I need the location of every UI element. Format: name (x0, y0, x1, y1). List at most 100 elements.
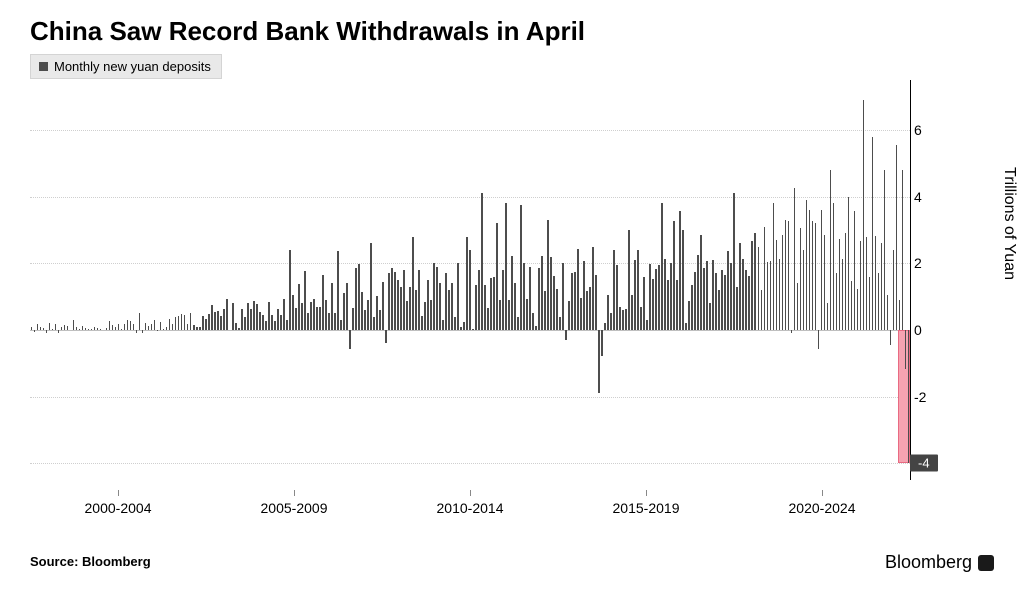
bar (661, 203, 663, 330)
x-tick-label: 2015-2019 (613, 500, 680, 516)
bar (595, 275, 597, 330)
bar (217, 311, 219, 330)
bar (890, 330, 892, 345)
bar (761, 290, 763, 330)
bar (139, 313, 141, 330)
bar (307, 313, 309, 330)
bar (457, 263, 459, 330)
bar (160, 322, 162, 330)
bar (872, 137, 874, 330)
bar (112, 325, 114, 330)
brand-attribution: Bloomberg (885, 552, 994, 573)
bar (277, 309, 279, 330)
bar (797, 283, 799, 330)
bar (568, 301, 570, 330)
bar (211, 305, 213, 330)
bar (46, 330, 48, 333)
bar (313, 299, 315, 330)
bar (208, 314, 210, 330)
bar (833, 203, 835, 330)
bar (562, 263, 564, 330)
bar (250, 309, 252, 330)
gridline (30, 130, 910, 131)
bar (361, 292, 363, 330)
bar (355, 268, 357, 330)
bar (764, 227, 766, 330)
bar (169, 319, 171, 330)
bar (803, 250, 805, 330)
bar (745, 270, 747, 330)
bar (508, 300, 510, 330)
bar (292, 295, 294, 330)
bar (100, 329, 102, 330)
bar (82, 326, 84, 330)
bar (496, 223, 498, 330)
bar (418, 270, 420, 330)
bar (343, 293, 345, 330)
bar (580, 298, 582, 330)
bar (484, 285, 486, 330)
bar (712, 260, 714, 330)
bar (94, 327, 96, 330)
bar (688, 301, 690, 330)
bar (899, 300, 901, 330)
bar (232, 303, 234, 330)
bar (505, 203, 507, 330)
bar (863, 100, 865, 330)
bar (88, 329, 90, 330)
bar (499, 300, 501, 330)
x-tick-mark (294, 490, 295, 496)
bar (379, 310, 381, 330)
bar (613, 250, 615, 330)
bar (148, 326, 150, 330)
bar (340, 320, 342, 330)
bar (791, 330, 793, 333)
bar (316, 307, 318, 330)
brand-badge-icon (978, 555, 994, 571)
bar (577, 249, 579, 330)
bar (733, 193, 735, 330)
bar (433, 263, 435, 330)
bar (848, 197, 850, 330)
bar (881, 243, 883, 330)
bar (727, 251, 729, 330)
bar (79, 329, 81, 330)
bar (40, 327, 42, 330)
bar (448, 290, 450, 330)
bar (836, 273, 838, 330)
bar (776, 240, 778, 330)
bar (490, 278, 492, 330)
bar (697, 255, 699, 330)
gridline (30, 463, 910, 464)
bar (391, 268, 393, 330)
bar (902, 170, 904, 330)
bar (878, 273, 880, 330)
bar (640, 307, 642, 330)
bar (679, 211, 681, 330)
bar (262, 315, 264, 330)
bar (253, 301, 255, 330)
bar (445, 273, 447, 330)
bar (451, 283, 453, 330)
bar (460, 327, 462, 330)
bar (244, 317, 246, 330)
bar (526, 299, 528, 330)
bar (658, 265, 660, 330)
bar (256, 304, 258, 330)
bar (604, 323, 606, 330)
bar (466, 237, 468, 330)
y-axis-line (910, 80, 911, 480)
bar (310, 302, 312, 330)
bar (812, 221, 814, 330)
bar (857, 289, 859, 330)
bar (896, 145, 898, 330)
bar (178, 316, 180, 330)
bar (424, 302, 426, 330)
bar (607, 295, 609, 330)
bar (283, 299, 285, 330)
bar (631, 295, 633, 330)
bar (794, 188, 796, 330)
bar (319, 307, 321, 330)
bar (502, 270, 504, 330)
bar (37, 324, 39, 330)
